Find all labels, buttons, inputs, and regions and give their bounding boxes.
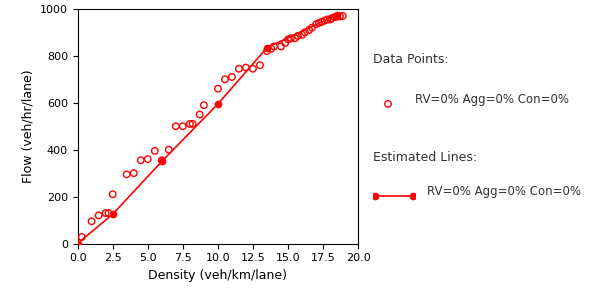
Point bbox=[317, 19, 327, 24]
Point bbox=[248, 66, 258, 71]
Point bbox=[234, 66, 244, 71]
Point bbox=[297, 32, 307, 37]
Point bbox=[290, 36, 300, 41]
X-axis label: Density (veh/km/lane): Density (veh/km/lane) bbox=[149, 269, 287, 282]
Point bbox=[383, 102, 393, 106]
Point bbox=[322, 17, 332, 22]
Point bbox=[325, 17, 335, 22]
Point bbox=[213, 86, 223, 91]
Y-axis label: Flow (veh/hr/lane): Flow (veh/hr/lane) bbox=[21, 69, 35, 183]
Point bbox=[164, 147, 174, 152]
Point bbox=[284, 37, 293, 42]
Point bbox=[220, 77, 230, 82]
Text: RV=0% Agg=0% Con=0%: RV=0% Agg=0% Con=0% bbox=[427, 185, 581, 198]
Point bbox=[320, 18, 330, 23]
Point bbox=[312, 22, 321, 26]
Point bbox=[304, 28, 314, 32]
Point bbox=[104, 211, 113, 215]
Point bbox=[185, 121, 195, 126]
Point bbox=[108, 192, 118, 197]
Point bbox=[276, 44, 286, 49]
Point bbox=[307, 25, 316, 30]
Text: Estimated Lines:: Estimated Lines: bbox=[373, 151, 477, 165]
Point bbox=[199, 103, 209, 108]
Point bbox=[77, 235, 87, 239]
Point bbox=[314, 20, 324, 25]
Point bbox=[129, 171, 139, 176]
Point bbox=[281, 41, 290, 45]
Point bbox=[94, 213, 103, 218]
Point bbox=[269, 44, 279, 49]
Point bbox=[335, 14, 344, 19]
Text: RV=0% Agg=0% Con=0%: RV=0% Agg=0% Con=0% bbox=[415, 93, 569, 106]
Point bbox=[122, 172, 131, 177]
Point bbox=[300, 30, 310, 35]
Point bbox=[266, 46, 276, 51]
Point bbox=[101, 211, 110, 215]
Point bbox=[188, 121, 198, 126]
Point bbox=[136, 158, 146, 163]
Point bbox=[171, 124, 180, 129]
Point bbox=[333, 14, 342, 19]
Point bbox=[195, 112, 204, 117]
Point bbox=[293, 34, 303, 38]
Point bbox=[256, 63, 265, 68]
Point bbox=[241, 65, 251, 70]
Point bbox=[338, 14, 347, 18]
Point bbox=[330, 15, 339, 20]
Point bbox=[143, 157, 153, 162]
Point bbox=[150, 148, 159, 153]
Point bbox=[227, 75, 236, 79]
Point bbox=[286, 36, 296, 41]
Text: Data Points:: Data Points: bbox=[373, 53, 449, 67]
Point bbox=[157, 158, 167, 163]
Point bbox=[87, 219, 97, 224]
Point bbox=[262, 49, 272, 53]
Point bbox=[178, 124, 187, 129]
Point bbox=[327, 16, 336, 21]
